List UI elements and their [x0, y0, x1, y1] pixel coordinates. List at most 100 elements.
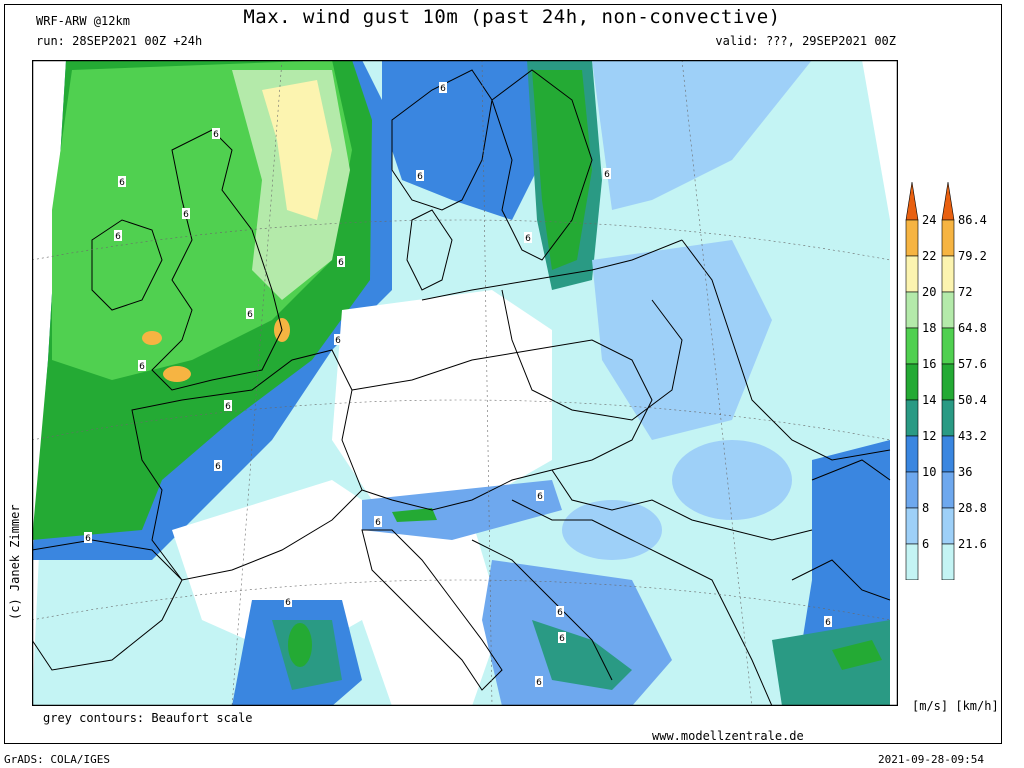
legend-swatch — [941, 327, 955, 365]
gust-area-ukraine-light — [672, 440, 792, 520]
legend-tick-label: 10 — [922, 465, 936, 479]
contour-label: 6 — [604, 170, 610, 180]
contour-label: 6 — [338, 258, 344, 268]
legend-tick-label: 22 — [922, 249, 936, 263]
contour-label: 6 — [247, 310, 253, 320]
coastline-baltic-south — [421, 239, 683, 301]
legend-tick-label: 16 — [922, 357, 936, 371]
coastline-black-sea — [791, 459, 891, 601]
contour-label-box — [84, 532, 92, 543]
contour-label-box — [224, 400, 232, 411]
legend-tick-label: 24 — [922, 213, 936, 227]
coastline-great-britain — [151, 129, 283, 391]
gust-area-central-calm — [332, 290, 552, 500]
contour-label: 6 — [85, 534, 91, 544]
contour-label-box — [824, 616, 832, 627]
legend-tick-label: 79.2 — [958, 249, 987, 263]
contour-label: 6 — [440, 84, 446, 94]
legend-tick-label: 50.4 — [958, 393, 987, 407]
coastline-iberia — [32, 539, 183, 671]
map-title: Max. wind gust 10m (past 24h, non-convec… — [243, 6, 781, 28]
legend-tick-label: 72 — [958, 285, 972, 299]
legend-swatch — [941, 255, 955, 293]
contour-label-box — [212, 128, 220, 139]
model-label: WRF-ARW @12km — [36, 14, 130, 28]
contour-label-box — [114, 230, 122, 241]
contour-label-box — [214, 460, 222, 471]
contour-label: 6 — [213, 130, 219, 140]
legend-swatch — [941, 471, 955, 509]
legend-swatch — [905, 291, 919, 329]
gust-area-alps — [362, 480, 562, 540]
contour-label-box — [182, 208, 190, 219]
legend-swatch — [905, 327, 919, 365]
legend-tick-label: 20 — [922, 285, 936, 299]
contour-label: 6 — [183, 210, 189, 220]
contour-label-box — [374, 516, 382, 527]
contour-label-box — [337, 256, 345, 267]
legend-tick-label: 36 — [958, 465, 972, 479]
run-label: run: 28SEP2021 00Z +24h — [36, 34, 203, 48]
coastline-ireland — [91, 219, 163, 311]
border-south — [551, 469, 813, 541]
color-legend: 24 22 20 18 16 14 12 10 8 6 86.4 79.2 72 64.8 57.6 50.4… — [905, 181, 987, 580]
legend-swatch — [941, 399, 955, 437]
gust-area-black-sea-green — [832, 640, 882, 670]
gust-area-orange-1 — [163, 366, 191, 382]
contour-label-box — [556, 606, 564, 617]
graticule — [32, 60, 891, 706]
gust-area-baltic-green — [532, 70, 592, 270]
gust-area-alps-green — [392, 508, 437, 522]
legend-swatch — [905, 543, 919, 580]
contour-label: 6 — [417, 172, 423, 182]
legend-swatch — [941, 435, 955, 473]
legend-units: [m/s] [km/h] — [912, 699, 999, 713]
legend-swatch — [905, 219, 919, 257]
contour-label-box — [118, 176, 126, 187]
contour-label-box — [524, 232, 532, 243]
contour-label-box — [246, 308, 254, 319]
legend-top-arrow — [905, 181, 919, 221]
contour-label-box — [334, 334, 342, 345]
gust-area-black-sea-teal — [772, 620, 890, 706]
gust-area-orange-2 — [142, 331, 162, 345]
border-eastern — [681, 239, 891, 461]
author-credit: (c) Janek Zimmer — [8, 504, 22, 620]
legend-tick-label: 43.2 — [958, 429, 987, 443]
gust-area-balkans-teal — [532, 620, 632, 690]
graticule-line — [681, 60, 753, 706]
contour-label: 6 — [537, 492, 543, 502]
contour-label: 6 — [559, 634, 565, 644]
contour-label-box — [558, 632, 566, 643]
gust-area-italy-calm — [362, 520, 502, 706]
gust-area-tyrrhenian-green — [288, 623, 312, 667]
wind-gust-map: 6 6 6 6 6 6 6 6 6 6 6 6 6 6 6 6 6 6 6 6 6 6 — [32, 60, 898, 706]
legend-tick-label: 64.8 — [958, 321, 987, 335]
legend-swatch — [905, 507, 919, 545]
generated-timestamp: 2021-09-28-09:54 — [878, 753, 984, 766]
legend-swatch — [941, 507, 955, 545]
graticule-line — [32, 579, 891, 621]
graticule-line — [32, 219, 891, 261]
legend-swatch — [941, 291, 955, 329]
legend-tick-label: 8 — [922, 501, 929, 515]
legend-swatch — [941, 219, 955, 257]
software-label: GrADS: COLA/IGES — [4, 753, 110, 766]
country-borders — [32, 69, 891, 706]
coastline-denmark — [406, 209, 453, 291]
contour-label: 6 — [225, 402, 231, 412]
contour-label: 6 — [375, 518, 381, 528]
contour-label: 6 — [115, 232, 121, 242]
legend-tick-label: 86.4 — [958, 213, 987, 227]
gust-area-scandinavia-light — [592, 60, 812, 210]
contour-label: 6 — [557, 608, 563, 618]
contour-label: 6 — [825, 618, 831, 628]
gust-area-yellow — [262, 80, 332, 220]
coastline-scandinavia — [391, 69, 493, 211]
contour-label: 6 — [215, 462, 221, 472]
contour-label-box — [535, 676, 543, 687]
legend-tick-label: 14 — [922, 393, 936, 407]
graticule-line — [32, 399, 891, 441]
contours-note: grey contours: Beaufort scale — [43, 711, 253, 725]
gust-field — [32, 60, 890, 706]
